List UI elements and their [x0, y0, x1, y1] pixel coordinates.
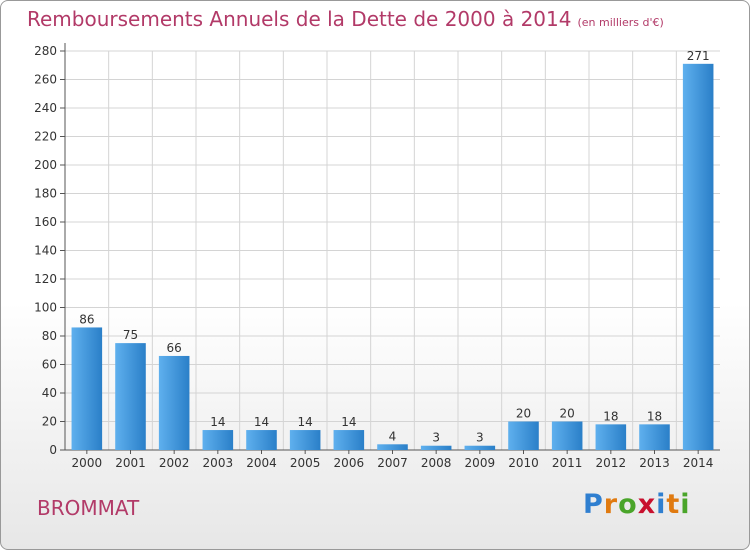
bar-2002: [158, 355, 190, 450]
x-tick-label: 2004: [246, 456, 277, 470]
x-tick-label: 2010: [508, 456, 539, 470]
bar-2012: [595, 424, 627, 450]
x-tick-label: 2007: [377, 456, 408, 470]
bar-2007: [377, 444, 408, 450]
data-label: 75: [123, 328, 138, 342]
data-label: 66: [167, 341, 182, 355]
y-tick-label: 220: [34, 130, 57, 144]
data-label: 14: [341, 415, 356, 429]
bar-2000: [71, 327, 103, 450]
proxiti-logo: Proxiti: [583, 489, 691, 520]
x-tick-label: 2009: [465, 456, 496, 470]
y-tick-label: 20: [42, 415, 57, 429]
y-tick-label: 160: [34, 215, 57, 229]
bar-2013: [639, 424, 670, 450]
logo-letter: i: [656, 489, 667, 520]
data-label: 3: [432, 431, 440, 445]
y-tick-label: 120: [34, 272, 57, 286]
y-tick-label: 180: [34, 187, 57, 201]
bar-2010: [508, 421, 539, 450]
data-label: 86: [79, 312, 94, 326]
x-tick-label: 2014: [683, 456, 714, 470]
logo-letter: r: [603, 489, 619, 520]
bar-2005: [289, 430, 321, 450]
y-tick-label: 280: [34, 44, 57, 58]
data-label: 14: [210, 415, 225, 429]
x-tick-label: 2011: [552, 456, 583, 470]
y-tick-label: 60: [42, 358, 57, 372]
y-tick-label: 40: [42, 386, 57, 400]
chart-subtitle: (en milliers d'€): [577, 16, 664, 29]
x-tick-label: 2002: [159, 456, 190, 470]
y-tick-label: 200: [34, 158, 57, 172]
bar-2004: [246, 430, 277, 450]
x-tick-label: 2013: [639, 456, 670, 470]
data-label: 3: [476, 431, 484, 445]
x-tick-label: 2005: [290, 456, 321, 470]
data-label: 18: [647, 409, 662, 423]
logo-letter: i: [680, 489, 691, 520]
bar-2003: [202, 430, 234, 450]
grid-lines: [65, 50, 720, 450]
bar-2001: [115, 343, 146, 450]
logo-letter: x: [637, 489, 657, 520]
bar-2011: [551, 421, 583, 450]
y-tick-label: 260: [34, 73, 57, 87]
x-tick-label: 2001: [115, 456, 146, 470]
x-tick-label: 2000: [72, 456, 103, 470]
bars: [71, 63, 714, 450]
y-tick-label: 140: [34, 244, 57, 258]
bar-2014: [682, 63, 714, 450]
bar-2009: [464, 445, 496, 450]
chart-title: Remboursements Annuels de la Dette de 20…: [27, 7, 664, 31]
x-tick-label: 2012: [596, 456, 627, 470]
data-label: 14: [254, 415, 269, 429]
data-label: 4: [389, 429, 397, 443]
y-tick-label: 240: [34, 101, 57, 115]
data-label: 14: [298, 415, 313, 429]
logo-letter: P: [583, 489, 604, 520]
x-tick-label: 2006: [334, 456, 365, 470]
y-tick-label: 80: [42, 329, 57, 343]
y-tick-label: 0: [49, 443, 57, 457]
data-label: 271: [687, 49, 710, 63]
bar-2008: [420, 445, 452, 450]
data-label: 18: [603, 409, 618, 423]
bar-2006: [333, 430, 365, 450]
commune-name: BROMMAT: [37, 496, 140, 520]
x-tick-label: 2003: [203, 456, 234, 470]
logo-letter: o: [618, 489, 638, 520]
data-label: 20: [516, 407, 531, 421]
x-tick-label: 2008: [421, 456, 452, 470]
data-label: 20: [560, 407, 575, 421]
y-tick-label: 100: [34, 301, 57, 315]
labels: 0204060801001201401601802002202402602808…: [34, 44, 713, 470]
logo-letter: t: [666, 489, 681, 520]
chart-title-text: Remboursements Annuels de la Dette de 20…: [27, 7, 572, 31]
